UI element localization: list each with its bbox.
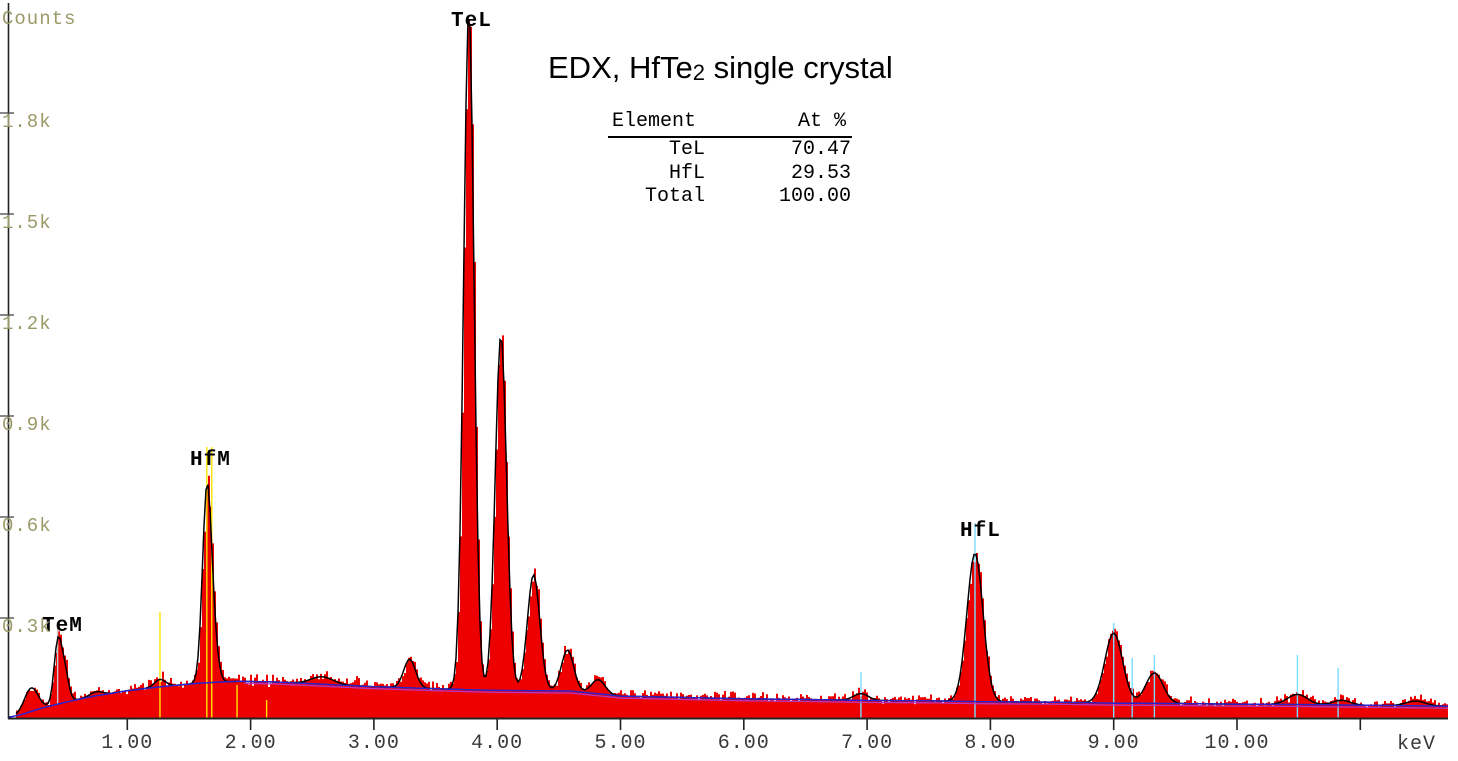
x-tick-label-8.00: 8.00 [964,732,1017,755]
row-at-pct: 70.47 [790,138,851,161]
y-tick-label-0.3k: 0.3k [2,616,52,638]
x-tick-label-4.00: 4.00 [471,732,524,755]
y-tick-label-1.8k: 1.8k [2,111,52,133]
row-at-pct: 100.00 [778,185,851,208]
row-at-pct: 29.53 [790,161,851,185]
table-row: HfL 29.53 [608,162,852,186]
chart-title-subscript: 2 [692,60,705,85]
chart-title-post: single crystal [704,50,893,85]
table-row: Total 100.00 [608,185,852,209]
row-element: TeL [668,138,705,161]
peak-label-TeM: TeM [42,615,83,638]
background-curve [7,680,1449,718]
chart-title-pre: EDX, HfTe [548,50,693,85]
peak-label-TeL: TeL [451,10,492,33]
background-curve-secondary [243,682,1449,709]
x-axis-unit: keV [1397,733,1437,756]
header-element: Element [612,110,697,133]
x-tick-label-9.00: 9.00 [1087,732,1140,755]
x-tick-label-6.00: 6.00 [717,732,770,755]
peak-label-HfL: HfL [960,520,1001,543]
x-tick-label-7.00: 7.00 [841,732,894,755]
x-tick-label-5.00: 5.00 [594,732,647,755]
y-tick-label-0.6k: 0.6k [2,515,52,537]
quantification-table: Element At % TeL 70.47 HfL 29.53 Total 1… [608,110,852,209]
row-element: HfL [668,161,705,185]
y-axis-title: Counts [2,8,77,30]
x-tick-label-3.00: 3.00 [347,732,400,755]
x-tick-label-2.00: 2.00 [224,732,277,755]
y-tick-label-1.2k: 1.2k [2,313,52,335]
header-at-pct: At % [797,110,846,133]
x-tick-label-10.00: 10.00 [1204,732,1270,755]
table-header: Element At % [608,110,852,138]
chart-title: EDX, HfTe2 single crystal [548,50,893,86]
peak-label-HfM: HfM [190,449,231,472]
y-tick-label-1.5k: 1.5k [2,212,52,234]
y-tick-label-0.9k: 0.9k [2,414,52,436]
table-row: TeL 70.47 [608,138,852,162]
x-tick-label-1.00: 1.00 [101,732,154,755]
row-element: Total [644,185,705,208]
